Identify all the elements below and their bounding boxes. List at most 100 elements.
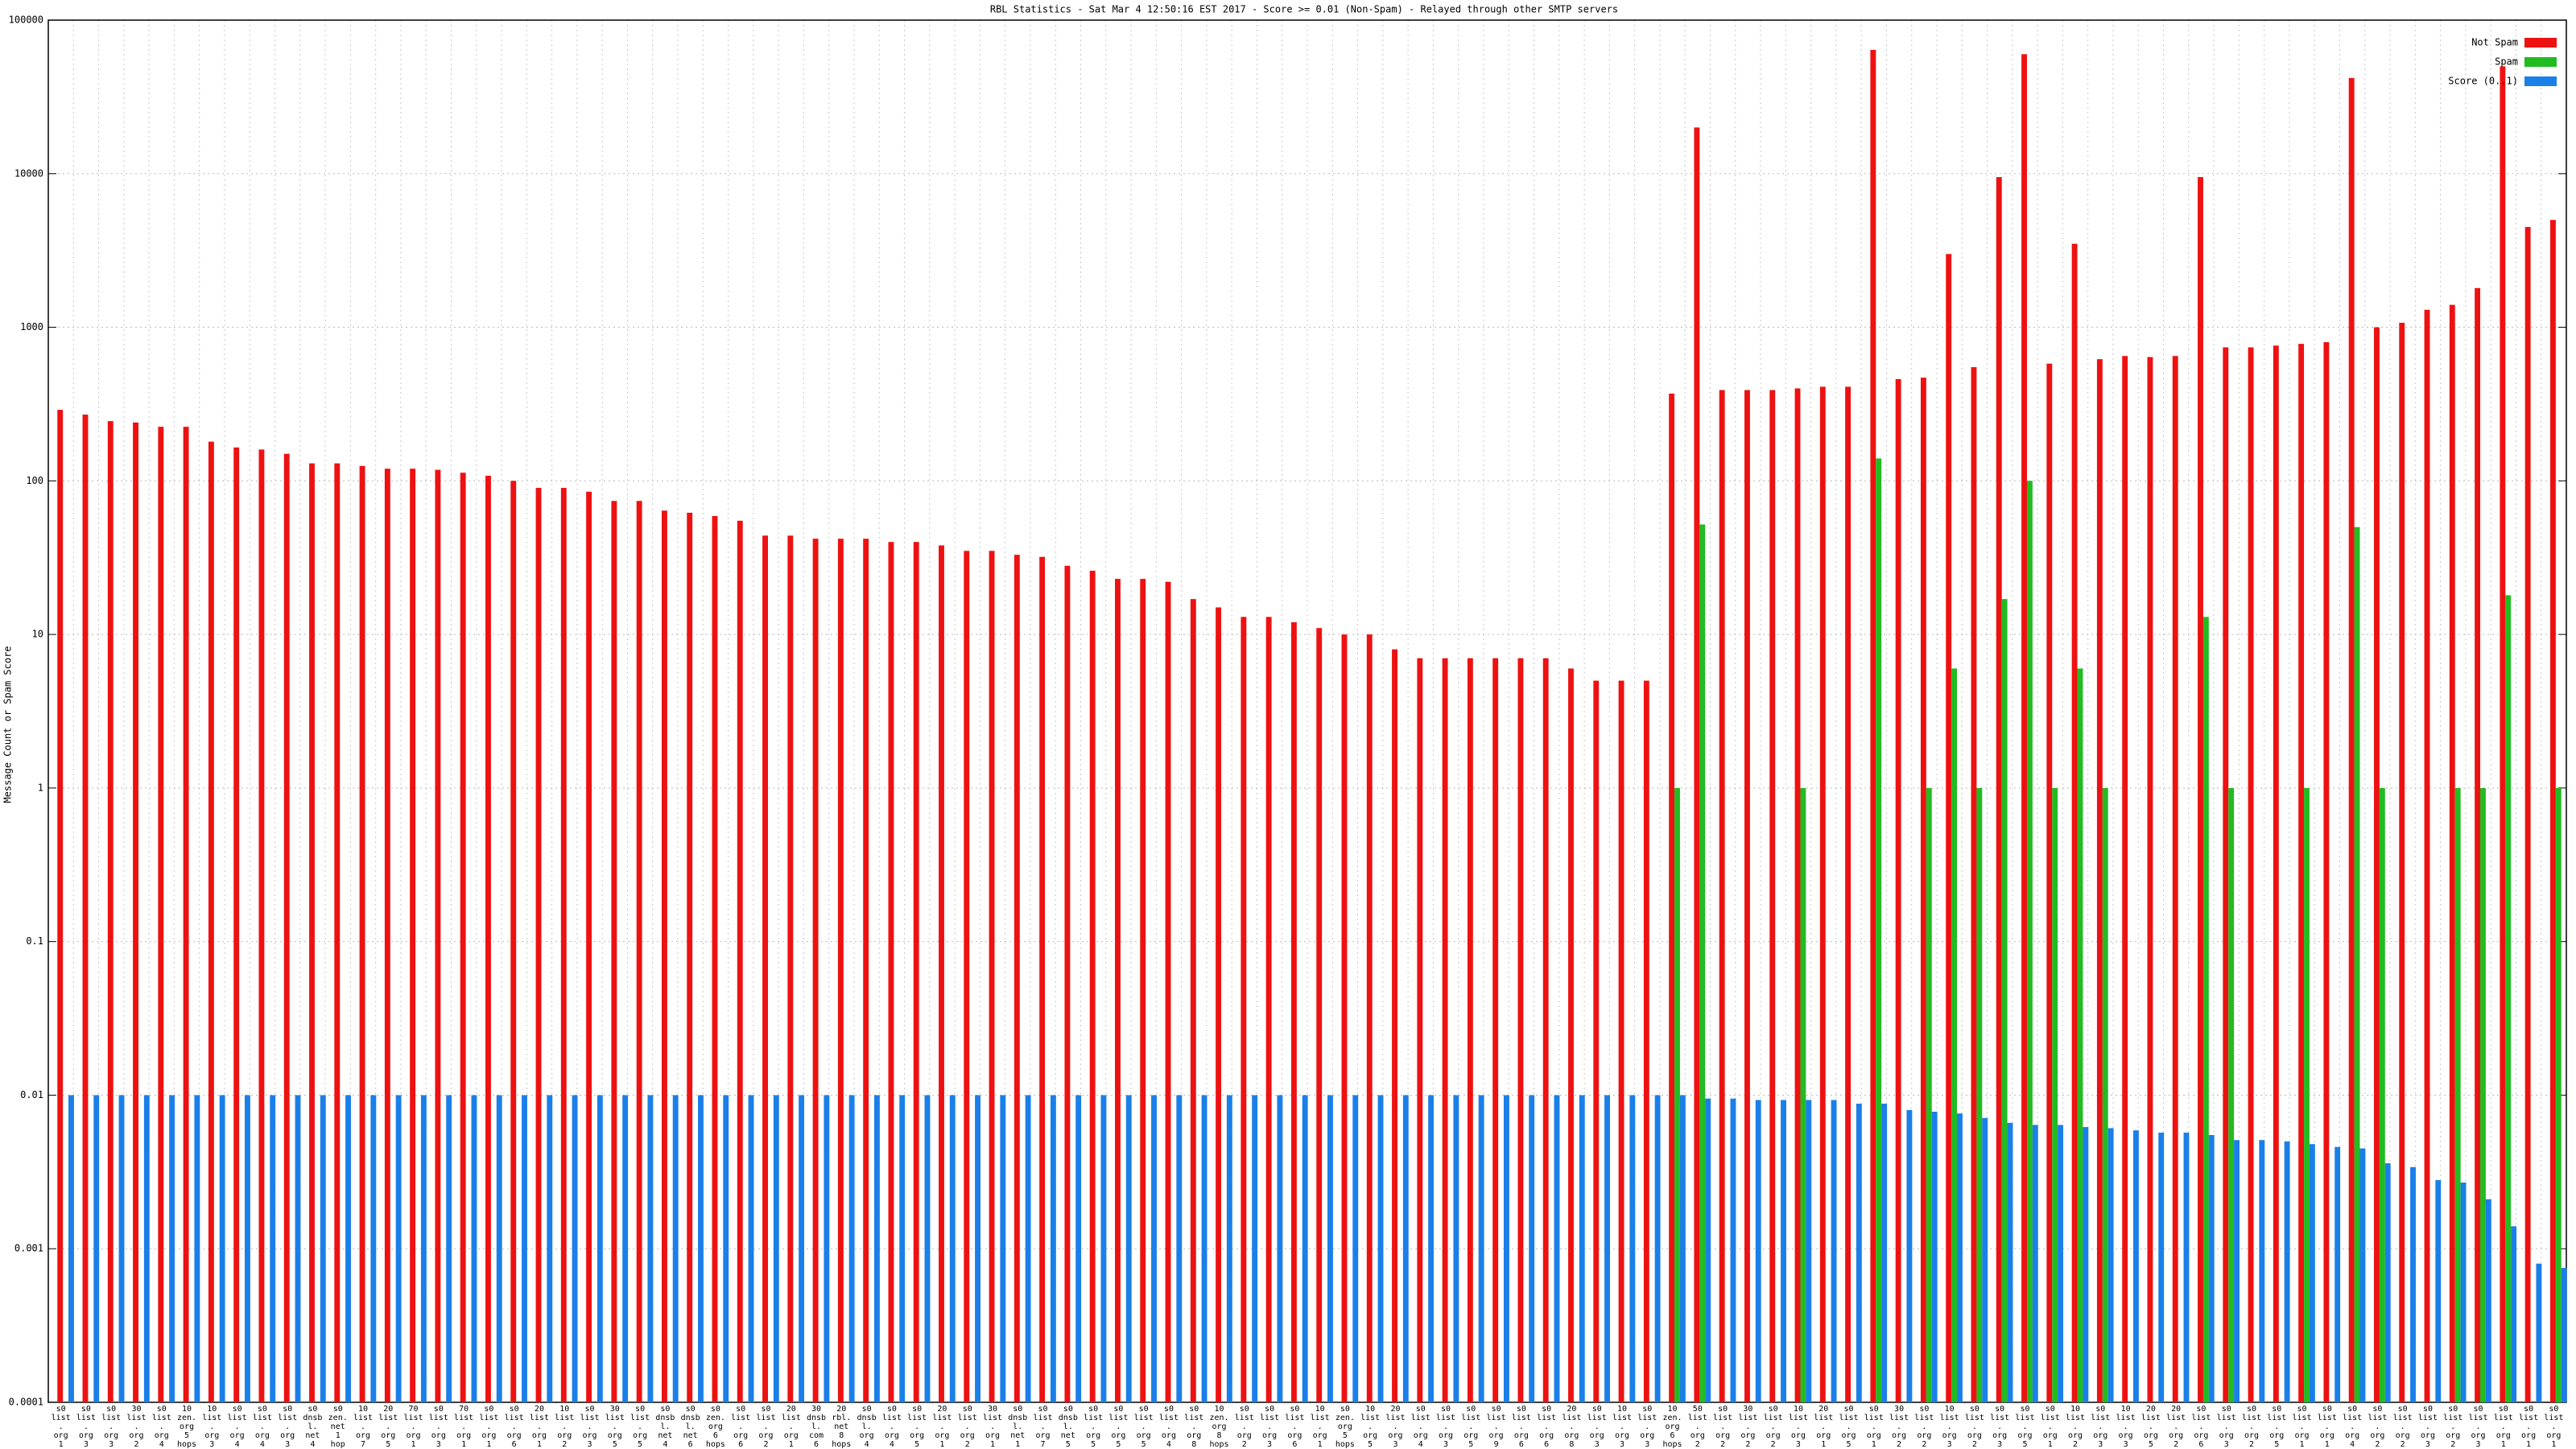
x-tick-label: s0 list. org 4 hops [881, 1405, 902, 1449]
bar [1819, 386, 1826, 1403]
bar [2132, 1130, 2139, 1402]
bar [949, 1095, 956, 1402]
bar [2046, 363, 2053, 1402]
bar [1252, 1095, 1258, 1402]
x-tick-label: s0 list. org 1 hop [479, 1405, 499, 1449]
bar [395, 1095, 402, 1402]
x-tick-label: s0 list. org 1 hop [2519, 1405, 2539, 1449]
x-tick-label: 20 list. org 1 hop [781, 1405, 801, 1449]
bar [2223, 347, 2229, 1403]
x-tick-label: s0 dnsbl. net 4 hops [303, 1405, 323, 1449]
x-tick-label: s0 list. org 1 hop [2317, 1405, 2337, 1449]
x-tick-label: s0 list. org 5 hops [2267, 1405, 2287, 1449]
bar [1503, 1095, 1509, 1402]
x-tick-label: s0 list. org 5 hops [1461, 1405, 1481, 1449]
bar [1517, 658, 1524, 1402]
x-tick-label: s0 list. org 3 hops [2091, 1405, 2111, 1449]
x-tick-label: 20 rbl. net 8 hops [832, 1405, 852, 1449]
bar [1957, 1113, 1963, 1402]
x-tick-label: s0 list. org 3 hops [2216, 1405, 2236, 1449]
bar [2399, 322, 2405, 1402]
bar [2511, 1226, 2517, 1402]
y-tick-label: 0.1 [26, 935, 43, 947]
bar [1241, 617, 1247, 1402]
bar [1800, 787, 1806, 1402]
bar [989, 551, 995, 1403]
legend-label: Spam [2495, 56, 2518, 68]
x-tick-label: 10 list. org 3 hops [1939, 1405, 1959, 1449]
x-tick-label: s0 list. org 2 hops [2241, 1405, 2262, 1449]
x-tick-label: 30 dnsbl. com 6 hops [806, 1405, 827, 1449]
bar [309, 463, 315, 1402]
x-tick-label: s0 list. org 2 hops [2392, 1405, 2413, 1449]
x-tick-label: 10 zen. org 8 hops [1209, 1405, 1229, 1449]
y-tick-label: 1000 [20, 321, 43, 332]
x-tick-label: s0 list. org 3 hops [1587, 1405, 1607, 1449]
bar [2198, 177, 2203, 1403]
bar [2454, 787, 2461, 1402]
bar [1744, 390, 1750, 1403]
bar [2172, 356, 2178, 1402]
bar [2001, 599, 2008, 1402]
x-tick-label: s0 zen. net 1 hop [328, 1405, 348, 1449]
bar [2071, 243, 2078, 1402]
bar [2208, 1134, 2215, 1402]
bar [1453, 1095, 1459, 1402]
bar [1478, 1095, 1484, 1402]
y-tick-label: 10000 [14, 167, 43, 179]
bar [748, 1095, 754, 1402]
x-tick-label: s0 list. org 4 hops [252, 1405, 272, 1449]
x-tick-label: 10 list. org 2 hops [2065, 1405, 2086, 1449]
bar [1226, 1095, 1232, 1402]
bar [2102, 787, 2108, 1402]
x-tick-label: s0 list. org 4 hops [227, 1405, 247, 1449]
x-tick-label: 30 list. org 5 hops [605, 1405, 625, 1449]
bar [2435, 1179, 2442, 1402]
bar [1402, 1095, 1409, 1402]
x-tick-label: s0 list. org 7 hops [1033, 1405, 1053, 1449]
bar [1806, 1100, 1812, 1402]
x-tick-label: s0 list. org 3 hops [1637, 1405, 1657, 1449]
bar [1039, 556, 1046, 1402]
x-tick-label: s0 list. org 1 hop [1864, 1405, 1884, 1449]
bar [1982, 1117, 1988, 1402]
bar [1831, 1100, 1837, 1402]
x-tick-label: 20 list. org 8 hops [1562, 1405, 1582, 1449]
x-tick-label: s0 list. org 2 hops [957, 1405, 977, 1449]
bar [1064, 565, 1071, 1403]
x-tick-label: 30 list. org 2 hops [126, 1405, 147, 1449]
x-tick-label: s0 list. org 5 hops [630, 1405, 650, 1449]
bar [1674, 787, 1680, 1402]
bar [1089, 570, 1096, 1403]
bar [1302, 1095, 1308, 1402]
bar [812, 539, 819, 1402]
bar [1856, 1104, 1862, 1402]
bar [143, 1095, 150, 1402]
bar [586, 491, 592, 1403]
x-tick-label: 10 list. org 3 hops [2116, 1405, 2136, 1449]
bar [560, 488, 567, 1402]
bar [219, 1095, 225, 1402]
x-tick-label: s0 list. org 2 hops [1763, 1405, 1783, 1449]
bar [535, 488, 542, 1402]
bar [2561, 1268, 2567, 1402]
x-tick-label: 10 list. org 5 hops [1360, 1405, 1381, 1449]
bar [2374, 327, 2380, 1402]
bar [2410, 1166, 2416, 1402]
bar [485, 475, 491, 1403]
x-tick-label: 30 list. org 2 hops [1738, 1405, 1758, 1449]
bar [2234, 1140, 2240, 1402]
bar [1951, 668, 1958, 1402]
bar [158, 427, 164, 1402]
bar [1906, 1109, 1913, 1402]
bar [1881, 1104, 1888, 1402]
bar [1327, 1095, 1333, 1402]
bar [723, 1095, 729, 1402]
bar [1604, 1095, 1610, 1402]
bar [295, 1095, 301, 1402]
x-tick-label: s0 list. org 3 hops [76, 1405, 96, 1449]
bar [2228, 787, 2235, 1402]
bar [1013, 555, 1020, 1402]
bar [1190, 599, 1196, 1402]
